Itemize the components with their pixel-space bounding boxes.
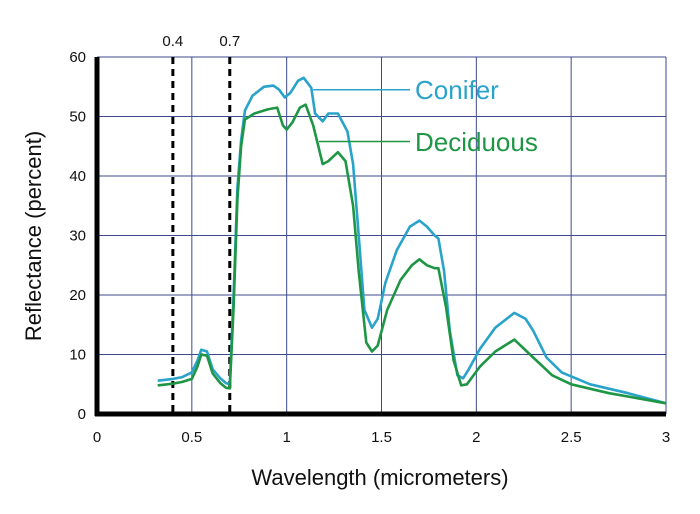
x-tick-label: 3 [662, 429, 670, 446]
y-axis-title: Reflectance (percent) [21, 131, 46, 341]
y-tick-label: 0 [78, 406, 86, 423]
series-label-deciduous: Deciduous [415, 127, 538, 157]
y-tick-label: 20 [69, 287, 86, 304]
series-lines [157, 76, 667, 405]
reference-lines: 0.4 0.7 [162, 33, 240, 414]
x-tick-label: 2 [472, 429, 480, 446]
series-line-conifer [157, 76, 667, 405]
x-tick-label: 0 [93, 429, 101, 446]
x-tick-label: 1 [282, 429, 290, 446]
x-tick-label: 1.5 [371, 429, 392, 446]
reference-label-0.7: 0.7 [219, 33, 240, 50]
y-tick-label: 60 [69, 49, 86, 66]
reference-label-0.4: 0.4 [162, 33, 183, 50]
x-tick-label: 2.5 [561, 429, 582, 446]
x-tick-label: 0.5 [181, 429, 202, 446]
y-tick-label: 40 [69, 168, 86, 185]
x-axis-title: Wavelength (micrometers) [251, 465, 508, 490]
y-tick-label: 10 [69, 347, 86, 364]
y-tick-label: 50 [69, 109, 86, 126]
series-label-conifer: Conifer [415, 75, 499, 105]
axes [94, 57, 666, 417]
grid-lines [96, 56, 667, 415]
y-tick-label: 30 [69, 228, 86, 245]
series-line-deciduous [157, 103, 667, 405]
